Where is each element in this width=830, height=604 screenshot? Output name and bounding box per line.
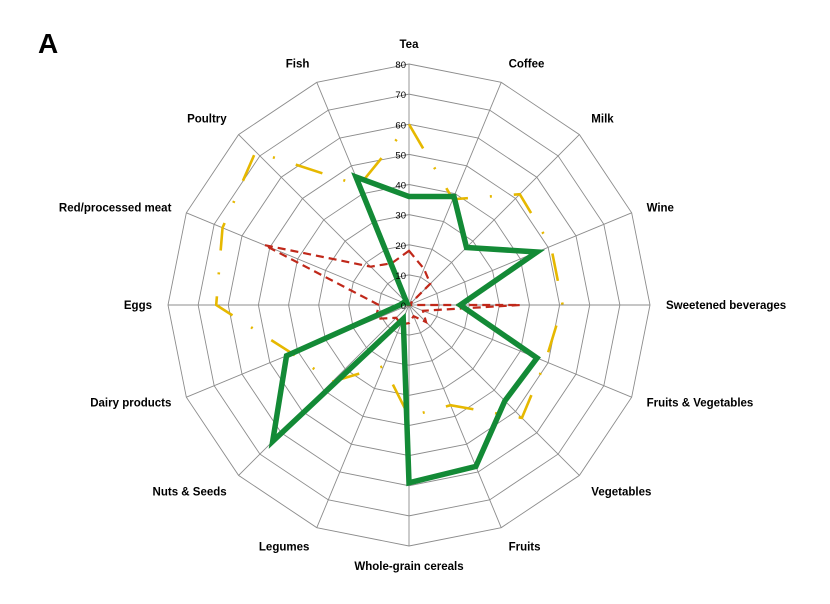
tick-label: 0 [401,301,406,312]
grid-spoke [408,304,632,398]
category-label: Fish [286,58,310,70]
tick-label: 60 [395,120,406,131]
category-label: Milk [591,114,614,126]
tick-label: 10 [395,271,406,282]
grid-spoke [408,304,580,476]
category-label: Fruits [509,542,541,554]
tick-label: 40 [395,181,406,192]
category-label: Coffee [509,58,545,70]
radial-tick-labels: 0 10 20 30 40 50 60 70 80 [395,60,406,312]
tick-label: 70 [395,90,406,101]
category-label: Legumes [259,542,310,554]
category-label: Fruits & Vegetables [647,398,754,410]
category-label: Wine [647,202,674,214]
category-label: Tea [400,39,420,51]
category-label: Dairy products [90,398,171,410]
category-label: Nuts & Seeds [153,486,227,498]
category-label: Sweetened beverages [666,300,786,312]
tick-label: 30 [395,211,406,222]
grid-spoke [408,304,502,528]
series-line-2 [263,243,521,326]
panel-letter: A [38,28,59,59]
category-label: Vegetables [591,486,651,498]
category-label: Red/processed meat [59,202,172,214]
category-labels: Tea Coffee Milk Wine Sweetened beverages Frui… [59,39,786,573]
tick-label: 20 [395,241,406,252]
radar-series [214,121,564,487]
grid-spoke [316,304,410,528]
grid-spoke [238,134,410,306]
grid-spoke [408,212,632,306]
tick-label: 80 [395,60,406,71]
category-label: Poultry [187,114,227,126]
grid-spoke [408,82,502,306]
series-line-0 [268,172,546,487]
category-label: Eggs [124,300,152,312]
series-line-1 [214,121,564,420]
grid-spoke [408,134,580,306]
category-label: Whole-grain cereals [354,561,463,573]
tick-label: 50 [395,150,406,161]
